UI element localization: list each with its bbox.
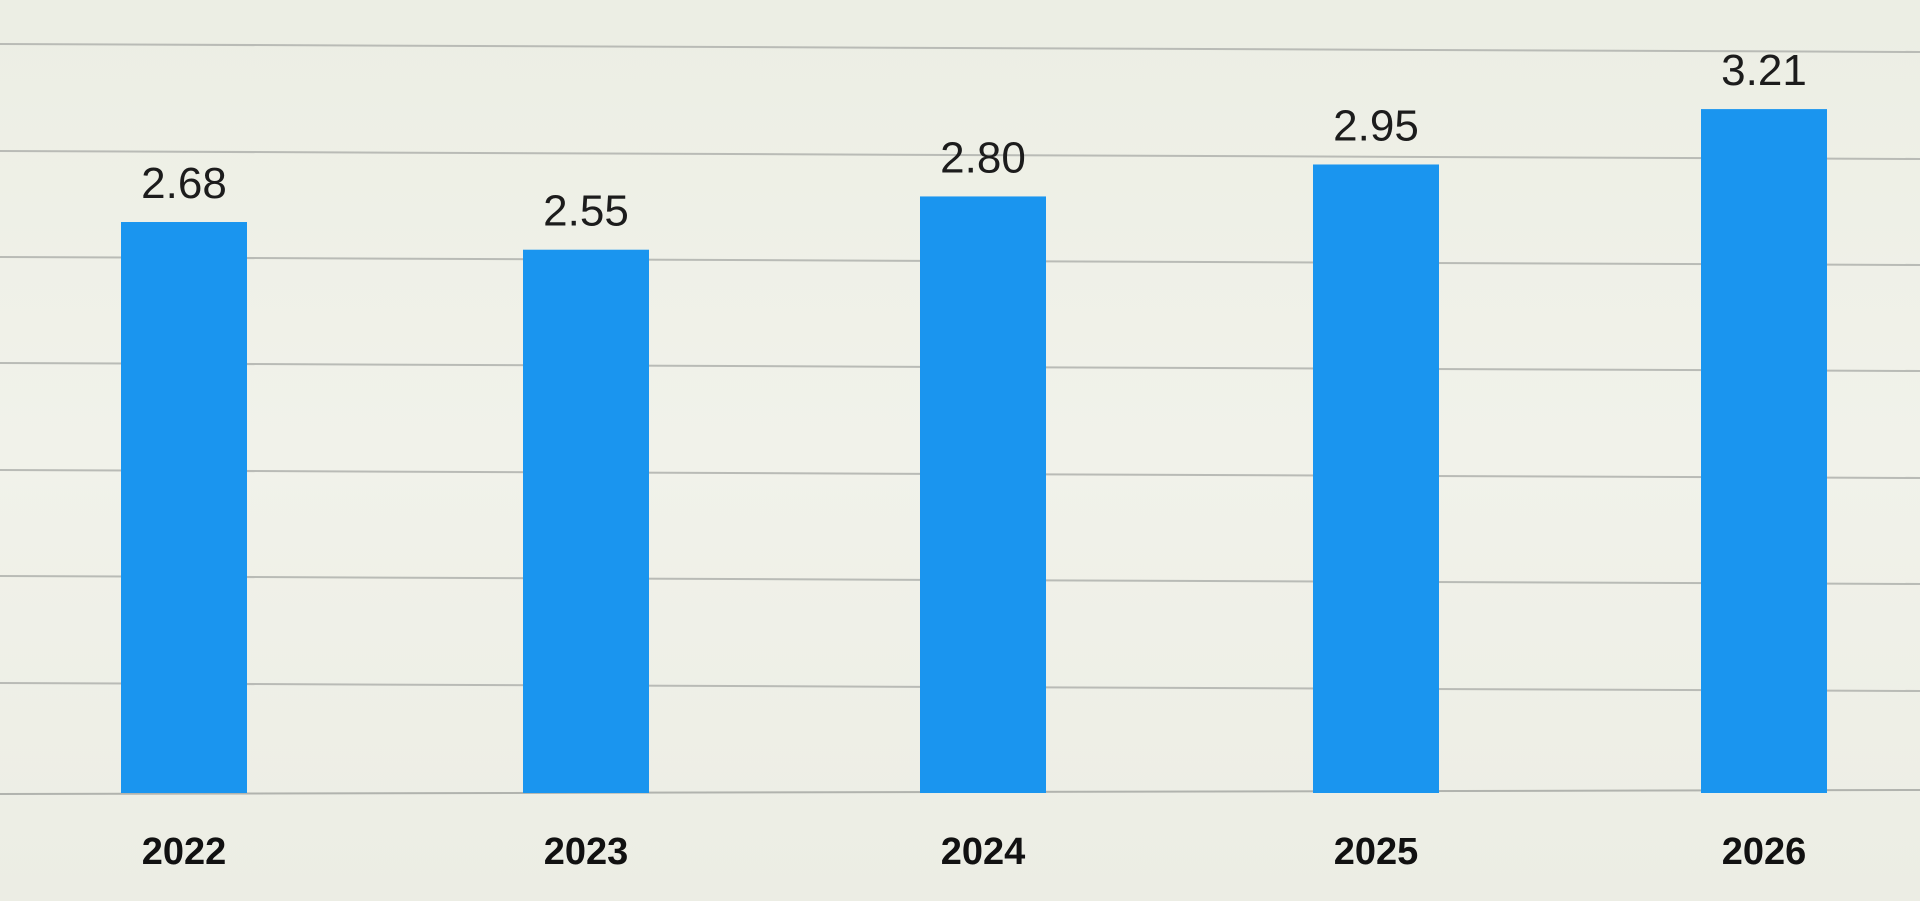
value-label-2023: 2.55: [543, 187, 629, 236]
bar-2024: [920, 196, 1046, 793]
x-axis-tick-labels: 2022 2023 2024 2025 2026: [142, 831, 1807, 873]
x-tick-label-2023: 2023: [544, 831, 629, 873]
value-label-2026: 3.21: [1721, 46, 1807, 95]
x-tick-label-2022: 2022: [142, 831, 227, 873]
bar-2022: [121, 222, 247, 793]
value-label-2022: 2.68: [141, 159, 227, 208]
x-tick-label-2025: 2025: [1334, 831, 1419, 873]
gridline: [0, 43, 1920, 53]
x-tick-label-2026: 2026: [1722, 831, 1807, 873]
value-label-2024: 2.80: [940, 133, 1026, 182]
gridline: [0, 150, 1920, 160]
x-tick-label-2024: 2024: [941, 831, 1026, 873]
bar-2025: [1313, 164, 1439, 794]
bars: [121, 109, 1827, 794]
bar-2023: [523, 249, 649, 794]
bar-2026: [1701, 109, 1827, 793]
value-label-2025: 2.95: [1333, 101, 1419, 150]
value-labels: 2.68 2.55 2.80 2.95 3.21: [141, 46, 1807, 236]
